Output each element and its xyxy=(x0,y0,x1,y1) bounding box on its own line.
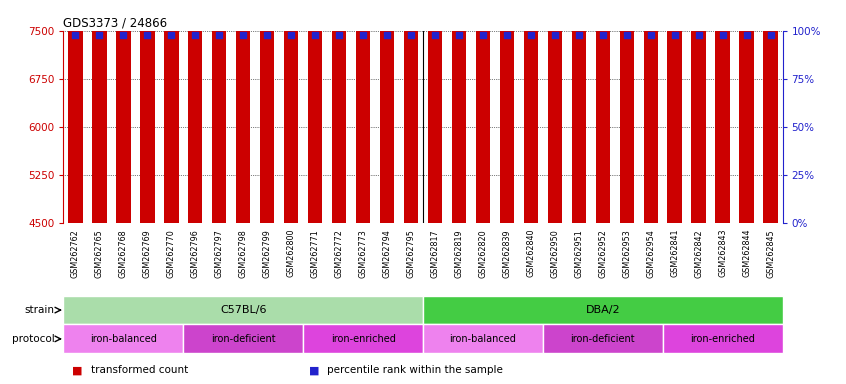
Point xyxy=(548,31,562,38)
Bar xyxy=(739,0,754,223)
Bar xyxy=(644,0,658,223)
Bar xyxy=(356,0,371,223)
Point xyxy=(212,31,226,38)
Bar xyxy=(428,0,442,223)
Point xyxy=(380,31,393,38)
Point xyxy=(500,31,514,38)
Bar xyxy=(188,0,202,223)
Bar xyxy=(691,0,706,223)
Point xyxy=(452,31,465,38)
Bar xyxy=(116,0,130,223)
Bar xyxy=(69,0,83,223)
Bar xyxy=(184,324,303,353)
Point xyxy=(476,31,490,38)
Bar xyxy=(260,0,274,223)
Bar xyxy=(572,0,586,223)
Bar xyxy=(667,0,682,223)
Point xyxy=(667,31,681,38)
Point xyxy=(261,31,274,38)
Point xyxy=(189,31,202,38)
Bar xyxy=(500,0,514,223)
Bar xyxy=(596,0,610,223)
Bar xyxy=(380,0,394,223)
Point xyxy=(332,31,346,38)
Bar xyxy=(63,296,423,324)
Text: iron-balanced: iron-balanced xyxy=(449,334,516,344)
Bar xyxy=(716,0,730,223)
Point xyxy=(308,31,321,38)
Point xyxy=(164,31,178,38)
Point xyxy=(356,31,370,38)
Point xyxy=(140,31,154,38)
Text: DBA/2: DBA/2 xyxy=(585,305,620,315)
Bar xyxy=(63,324,184,353)
Bar xyxy=(92,0,107,223)
Bar xyxy=(543,324,662,353)
Text: protocol: protocol xyxy=(12,334,55,344)
Bar xyxy=(236,0,250,223)
Point xyxy=(92,31,106,38)
Point xyxy=(404,31,418,38)
Point xyxy=(69,31,82,38)
Bar xyxy=(332,0,346,223)
Text: iron-enriched: iron-enriched xyxy=(331,334,396,344)
Point xyxy=(764,31,777,38)
Bar xyxy=(164,0,179,223)
Point xyxy=(596,31,609,38)
Bar xyxy=(404,0,418,223)
Text: iron-deficient: iron-deficient xyxy=(211,334,276,344)
Text: iron-deficient: iron-deficient xyxy=(570,334,635,344)
Point xyxy=(692,31,706,38)
Point xyxy=(284,31,298,38)
Bar xyxy=(452,0,466,223)
Bar xyxy=(524,0,538,223)
Text: transformed count: transformed count xyxy=(91,365,188,375)
Bar xyxy=(763,0,777,223)
Text: ■: ■ xyxy=(309,365,319,375)
Bar xyxy=(423,324,543,353)
Point xyxy=(644,31,657,38)
Point xyxy=(428,31,442,38)
Bar xyxy=(212,0,227,223)
Text: percentile rank within the sample: percentile rank within the sample xyxy=(327,365,503,375)
Bar xyxy=(140,0,155,223)
Point xyxy=(236,31,250,38)
Bar xyxy=(423,296,783,324)
Bar xyxy=(662,324,783,353)
Text: iron-enriched: iron-enriched xyxy=(690,334,755,344)
Bar xyxy=(619,0,634,223)
Point xyxy=(620,31,634,38)
Text: iron-balanced: iron-balanced xyxy=(90,334,157,344)
Bar xyxy=(284,0,299,223)
Bar xyxy=(547,0,562,223)
Text: GDS3373 / 24866: GDS3373 / 24866 xyxy=(63,17,168,30)
Point xyxy=(117,31,130,38)
Point xyxy=(716,31,729,38)
Bar xyxy=(475,0,490,223)
Text: C57BL/6: C57BL/6 xyxy=(220,305,266,315)
Bar xyxy=(308,0,322,223)
Point xyxy=(572,31,585,38)
Bar xyxy=(303,324,423,353)
Point xyxy=(739,31,753,38)
Text: ■: ■ xyxy=(72,365,82,375)
Text: strain: strain xyxy=(25,305,55,315)
Point xyxy=(524,31,537,38)
